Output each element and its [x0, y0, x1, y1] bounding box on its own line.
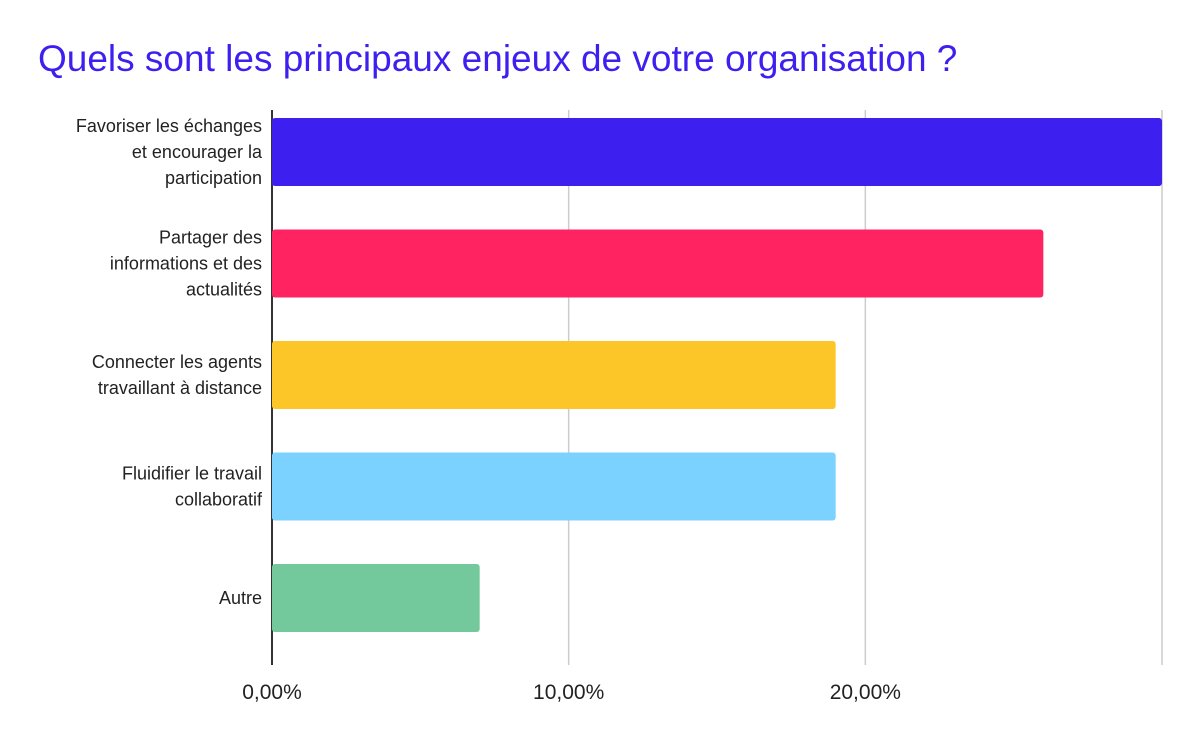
- category-label-line: Partager des: [159, 228, 262, 248]
- category-label-line: Favoriser les échanges: [76, 116, 262, 136]
- chart-title: Quels sont les principaux enjeux de votr…: [38, 38, 958, 79]
- category-label: Partager des informations et des actualité…: [110, 228, 262, 300]
- category-label-line: informations et des: [110, 254, 262, 274]
- category-label-line: et encourager la: [132, 142, 263, 162]
- category-label-line: travaillant à distance: [98, 378, 262, 398]
- category-label: Connecter les agents travaillant à distan…: [92, 352, 262, 398]
- x-tick-label: 20,00%: [830, 681, 901, 704]
- category-labels: Favoriser les échanges et encourager la pa…: [76, 116, 263, 608]
- bar: [272, 452, 836, 521]
- x-tick-labels: 0,00% 10,00% 20,00%: [242, 681, 901, 704]
- bar: [272, 564, 480, 632]
- category-label-line: participation: [165, 168, 262, 188]
- category-label: Fluidifier le travail collaboratif: [122, 464, 263, 510]
- bar: [272, 229, 1044, 298]
- category-label-line: Connecter les agents: [92, 352, 262, 372]
- bar: [272, 341, 836, 409]
- x-tick-label: 10,00%: [533, 681, 604, 704]
- category-label-line: Fluidifier le travail: [122, 464, 262, 484]
- category-label-line: actualités: [186, 280, 262, 300]
- category-label-line: Autre: [219, 588, 262, 608]
- category-label: Autre: [219, 588, 262, 608]
- bars: [272, 118, 1162, 632]
- category-label-line: collaboratif: [175, 490, 263, 510]
- category-label: Favoriser les échanges et encourager la pa…: [76, 116, 263, 188]
- bar: [272, 118, 1162, 186]
- x-tick-label: 0,00%: [242, 681, 302, 704]
